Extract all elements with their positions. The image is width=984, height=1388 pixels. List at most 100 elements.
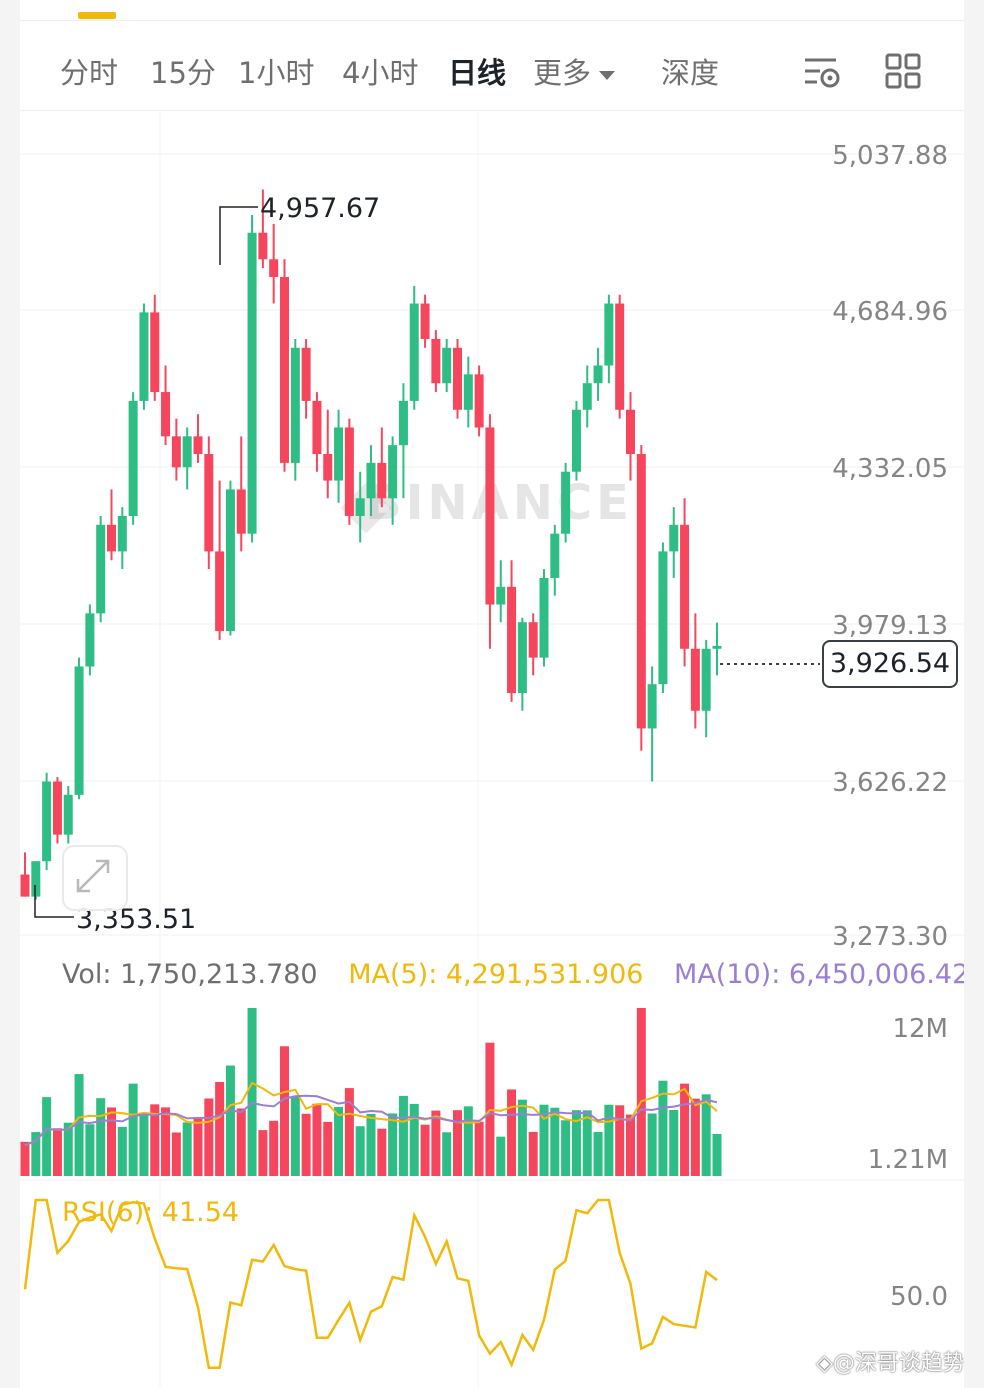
candle-body: [398, 400, 408, 446]
volume-bar: [690, 1098, 700, 1176]
volume-bar: [117, 1126, 127, 1176]
volume-bar: [409, 1103, 419, 1176]
volume-bar: [128, 1083, 138, 1176]
expand-button[interactable]: [62, 845, 128, 911]
volume-bar: [463, 1106, 473, 1176]
candle-body: [258, 232, 268, 260]
candle-body: [593, 365, 603, 384]
binance-watermark: BINANCE: [365, 475, 633, 531]
tab-4h[interactable]: 4小时: [342, 56, 419, 90]
volume-bar: [85, 1124, 95, 1176]
volume-bar: [388, 1113, 398, 1176]
volume-bar: [269, 1120, 279, 1176]
candle-body: [301, 347, 311, 401]
candle-body: [550, 533, 560, 578]
candle-body: [63, 794, 73, 835]
candle-body: [636, 454, 646, 729]
tab-depth[interactable]: 深度: [661, 56, 720, 90]
timeframe-tabs: 分时 15分 1小时 4小时 日线 更多 深度: [20, 48, 964, 98]
chevron-down-icon: [599, 70, 616, 80]
volume-axis-top: 12M: [892, 1014, 948, 1044]
volume-bar: [193, 1118, 203, 1176]
tab-more-label: 更多: [533, 56, 592, 90]
candle-body: [150, 312, 160, 393]
candle-body: [658, 551, 668, 685]
rsi-axis-label: 50.0: [890, 1282, 948, 1312]
top-divider: [20, 20, 964, 21]
candle-body: [344, 427, 354, 516]
candle-body: [193, 436, 203, 455]
candle-body: [96, 524, 106, 614]
volume-ma5: MA(5): 4,291,531.906: [348, 959, 644, 990]
volume-ma5-line: [24, 1081, 718, 1147]
rsi-line: [23, 1198, 718, 1369]
price-axis: 5,037.88 4,684.96 4,332.05 3,979.13 3,62…: [832, 141, 948, 952]
tab-more[interactable]: 更多: [533, 48, 616, 98]
volume-bar: [42, 1097, 52, 1176]
volume-bar: [150, 1104, 160, 1176]
candle-body: [420, 303, 430, 339]
candle-body: [615, 303, 625, 410]
candle-body: [517, 622, 527, 694]
volume-bar: [63, 1122, 73, 1176]
candle-body: [52, 781, 62, 835]
price-axis-label: 5,037.88: [832, 141, 948, 171]
volume-bar: [582, 1110, 592, 1176]
tab-daily[interactable]: 日线: [448, 56, 507, 90]
volume-bar: [636, 1008, 646, 1176]
volume-bar: [712, 1133, 722, 1176]
candle-body: [680, 524, 690, 649]
candle-body: [161, 392, 171, 437]
candle-body: [485, 427, 495, 605]
volume-bar: [517, 1099, 527, 1176]
volume-bar: [604, 1104, 614, 1176]
layout-grid-icon[interactable]: [884, 52, 924, 92]
volume-bar: [626, 1114, 635, 1176]
candle-body: [647, 684, 657, 729]
candle-body: [604, 303, 614, 366]
volume-bar: [669, 1109, 679, 1176]
volume-axis-bottom: 1.21M: [868, 1145, 948, 1175]
volume-bar: [334, 1106, 344, 1176]
candle-body: [323, 454, 333, 481]
volume-bar: [96, 1098, 106, 1176]
candle-body: [280, 276, 289, 463]
volume-bar: [571, 1110, 581, 1176]
volume-bar: [398, 1095, 408, 1176]
price-axis-label: 4,332.05: [832, 454, 948, 484]
candle-body: [388, 445, 398, 499]
tab-15m[interactable]: 15分: [150, 56, 216, 90]
volume-bar: [377, 1128, 387, 1176]
tab-1h[interactable]: 1小时: [238, 56, 315, 90]
candle-body: [236, 489, 246, 534]
volume-bar: [258, 1130, 268, 1176]
volume-bar: [107, 1107, 116, 1176]
volume-bar: [496, 1136, 506, 1176]
chart-card: 分时 15分 1小时 4小时 日线 更多 深度 BINANCE 5,037.88…: [20, 0, 964, 1388]
volume-ma10-line: [24, 1094, 718, 1147]
candle-body: [42, 781, 52, 862]
candle-body: [247, 232, 257, 534]
volume-bar: [215, 1082, 225, 1176]
volume-bar: [74, 1074, 84, 1176]
candle-body: [269, 259, 279, 277]
candle-body: [539, 577, 549, 658]
volume-value: Vol: 1,750,213.780: [62, 959, 318, 990]
candle-body: [128, 400, 138, 516]
tab-timeshare[interactable]: 分时: [60, 56, 119, 90]
author-credit: ◈@深哥谈趋势: [816, 1351, 964, 1376]
volume-bar: [312, 1103, 322, 1176]
candle-body: [215, 551, 225, 632]
price-axis-label: 3,979.13: [832, 611, 948, 641]
candle-body: [85, 613, 95, 667]
candle-body: [171, 436, 181, 468]
candle-body: [107, 524, 116, 552]
volume-bar: [344, 1088, 354, 1176]
candle-body: [701, 648, 711, 711]
kline-chart[interactable]: 5,037.88 4,684.96 4,332.05 3,979.13 3,62…: [20, 0, 964, 1388]
candle-body: [117, 515, 127, 552]
volume-bar: [647, 1113, 657, 1176]
candle-body: [571, 409, 581, 472]
indicator-settings-icon[interactable]: [802, 52, 842, 92]
volume-bar: [247, 1008, 257, 1176]
